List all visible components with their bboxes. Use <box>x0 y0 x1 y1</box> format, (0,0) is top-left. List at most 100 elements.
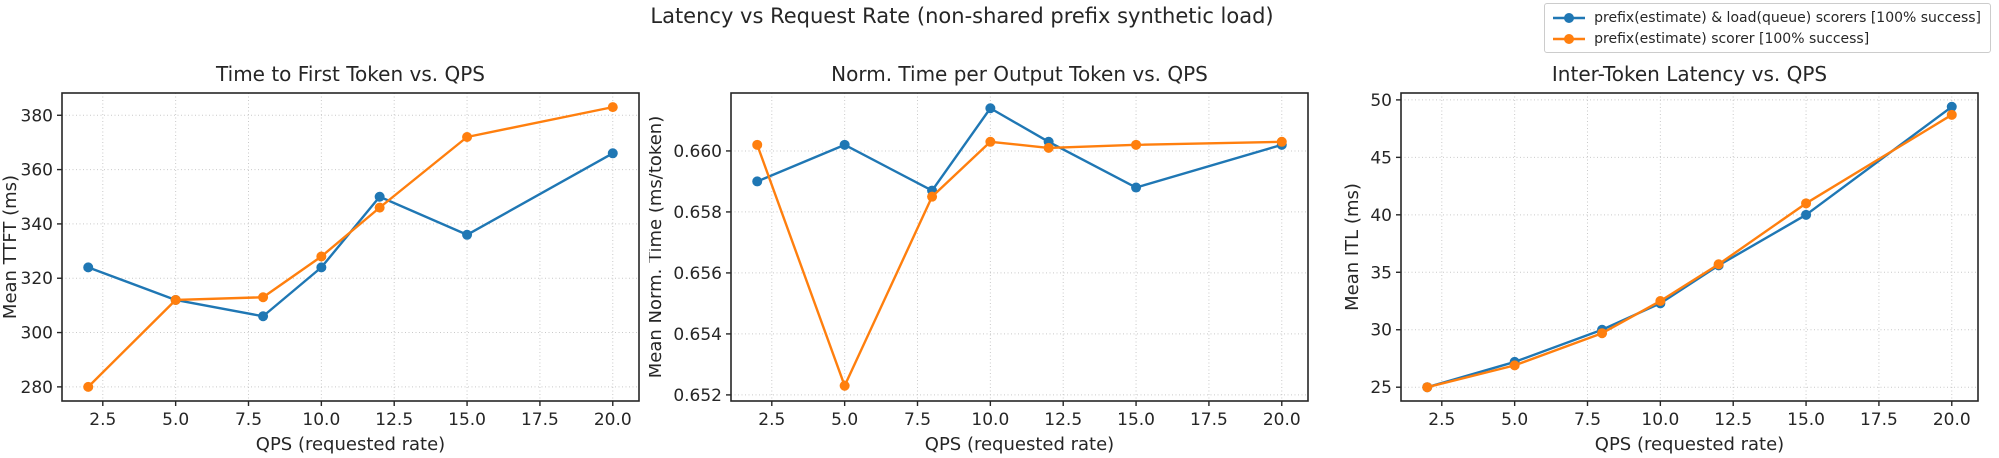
data-point-marker <box>752 139 763 150</box>
y-axis-label: Mean TTFT (ms) <box>0 175 21 319</box>
chart-itl-plot: 2.5 5.0 7.5 10.0 12.5 15.0 17.5 20.0 25 30 35 40 45 5… <box>1342 62 1979 455</box>
x-tick-label: 7.5 <box>235 410 262 430</box>
data-point-marker <box>1043 142 1054 153</box>
data-point-marker <box>1946 109 1957 120</box>
x-tick-label: 2.5 <box>758 410 785 430</box>
x-axis-label: QPS (requested rate) <box>256 434 445 455</box>
series-line <box>1426 105 1953 389</box>
data-point-marker <box>1131 182 1142 193</box>
subplot-title: Time to First Token vs. QPS <box>215 62 485 86</box>
x-axis-label: QPS (requested rate) <box>925 434 1114 455</box>
data-point-marker <box>462 229 473 240</box>
x-tick-label: 2.5 <box>89 410 116 430</box>
series-line <box>1426 113 1953 389</box>
data-point-marker <box>374 202 385 213</box>
data-point-marker <box>607 148 618 159</box>
legend-item: prefix(estimate) scorer [100% success] <box>1552 29 1981 48</box>
y-tick-label: 50 <box>1370 91 1392 111</box>
series-line <box>87 105 614 389</box>
data-point-marker <box>170 294 181 305</box>
y-axis-label: Mean Norm. Time (ms/token) <box>649 116 666 378</box>
series-line <box>87 152 614 318</box>
data-point-marker <box>985 103 996 114</box>
charts-row: 2.5 5.0 7.5 10.0 12.5 15.0 17.5 20.0 280 300 320 34… <box>0 58 1999 458</box>
data-point-marker <box>1276 136 1287 147</box>
line-marker-icon <box>1553 12 1586 23</box>
data-point-marker <box>1801 198 1812 209</box>
data-point-marker <box>839 139 850 150</box>
y-tick-label: 380 <box>21 106 53 126</box>
y-tick-label: 360 <box>21 161 53 181</box>
data-point-marker <box>1946 101 1957 112</box>
x-tick-label: 12.5 <box>375 410 413 430</box>
line-marker-icon <box>1553 33 1586 44</box>
axes-spines <box>1400 92 1979 402</box>
x-tick-label: 20.0 <box>594 410 632 430</box>
x-tick-label: 5.0 <box>162 410 189 430</box>
y-tick-label: 30 <box>1370 321 1392 341</box>
x-tick-label: 17.5 <box>1190 410 1228 430</box>
data-point-marker <box>462 132 473 142</box>
data-point-marker <box>839 380 850 391</box>
data-point-marker <box>258 311 269 322</box>
x-tick-label: 15.0 <box>448 410 486 430</box>
axes-spines <box>61 92 640 402</box>
data-point-marker <box>83 262 94 273</box>
y-axis-label: Mean ITL (ms) <box>1342 183 1363 311</box>
y-tick-label: 0.660 <box>673 142 722 162</box>
x-tick-label: 5.0 <box>831 410 858 430</box>
x-tick-label: 10.0 <box>971 410 1009 430</box>
series-line <box>756 107 1283 192</box>
x-tick-label: 12.5 <box>1044 410 1082 430</box>
subplot-title: Inter-Token Latency vs. QPS <box>1552 62 1827 86</box>
x-tick-label: 20.0 <box>1263 410 1301 430</box>
axes-spines <box>730 92 1309 402</box>
data-point-marker <box>1713 259 1724 270</box>
figure-title: Latency vs Request Rate (non-shared pref… <box>650 4 1274 28</box>
x-tick-label: 15.0 <box>1117 410 1155 430</box>
legend: prefix(estimate) & load(queue) scorers [… <box>1544 3 1991 53</box>
y-tick-label: 45 <box>1370 148 1392 168</box>
data-point-marker <box>316 251 327 262</box>
data-point-marker <box>1801 209 1812 220</box>
x-tick-label: 20.0 <box>1933 410 1971 430</box>
y-tick-label: 0.652 <box>673 386 722 406</box>
y-tick-label: 340 <box>21 215 53 235</box>
data-point-marker <box>374 191 385 202</box>
data-point-marker <box>927 191 938 202</box>
x-tick-label: 2.5 <box>1428 410 1455 430</box>
x-tick-label: 12.5 <box>1714 410 1752 430</box>
x-tick-label: 5.0 <box>1501 410 1528 430</box>
data-point-marker <box>1131 139 1142 150</box>
data-point-marker <box>1655 296 1666 307</box>
chart-ttft-plot: 2.5 5.0 7.5 10.0 12.5 15.0 17.5 20.0 280 300 320 34… <box>0 62 640 455</box>
x-tick-label: 7.5 <box>904 410 931 430</box>
y-tick-label: 40 <box>1370 206 1392 226</box>
x-tick-label: 17.5 <box>1860 410 1898 430</box>
x-axis-label: QPS (requested rate) <box>1595 434 1784 455</box>
y-tick-label: 25 <box>1370 378 1392 398</box>
subplot-title: Norm. Time per Output Token vs. QPS <box>831 62 1208 86</box>
y-tick-label: 280 <box>21 378 53 398</box>
x-tick-label: 10.0 <box>1641 410 1679 430</box>
x-tick-label: 10.0 <box>302 410 340 430</box>
x-tick-label: 7.5 <box>1574 410 1601 430</box>
data-point-marker <box>258 292 269 303</box>
y-tick-label: 0.658 <box>673 203 722 223</box>
chart-ntpot-plot: 2.5 5.0 7.5 10.0 12.5 15.0 17.5 20.0 0.652 0.654 0… <box>649 62 1309 455</box>
data-point-marker <box>316 262 327 273</box>
y-tick-label: 0.656 <box>673 264 722 284</box>
data-point-marker <box>752 176 763 187</box>
y-tick-label: 0.654 <box>673 325 722 345</box>
legend-item-label: prefix(estimate) & load(queue) scorers [… <box>1594 9 1981 26</box>
y-tick-label: 35 <box>1370 263 1392 283</box>
data-point-marker <box>83 381 94 392</box>
x-tick-label: 17.5 <box>521 410 559 430</box>
legend-item-label: prefix(estimate) scorer [100% success] <box>1594 30 1870 47</box>
legend-item: prefix(estimate) & load(queue) scorers [… <box>1552 8 1981 27</box>
series-line <box>756 140 1283 387</box>
data-point-marker <box>985 136 996 147</box>
data-point-marker <box>607 102 618 113</box>
y-tick-label: 300 <box>21 324 53 344</box>
